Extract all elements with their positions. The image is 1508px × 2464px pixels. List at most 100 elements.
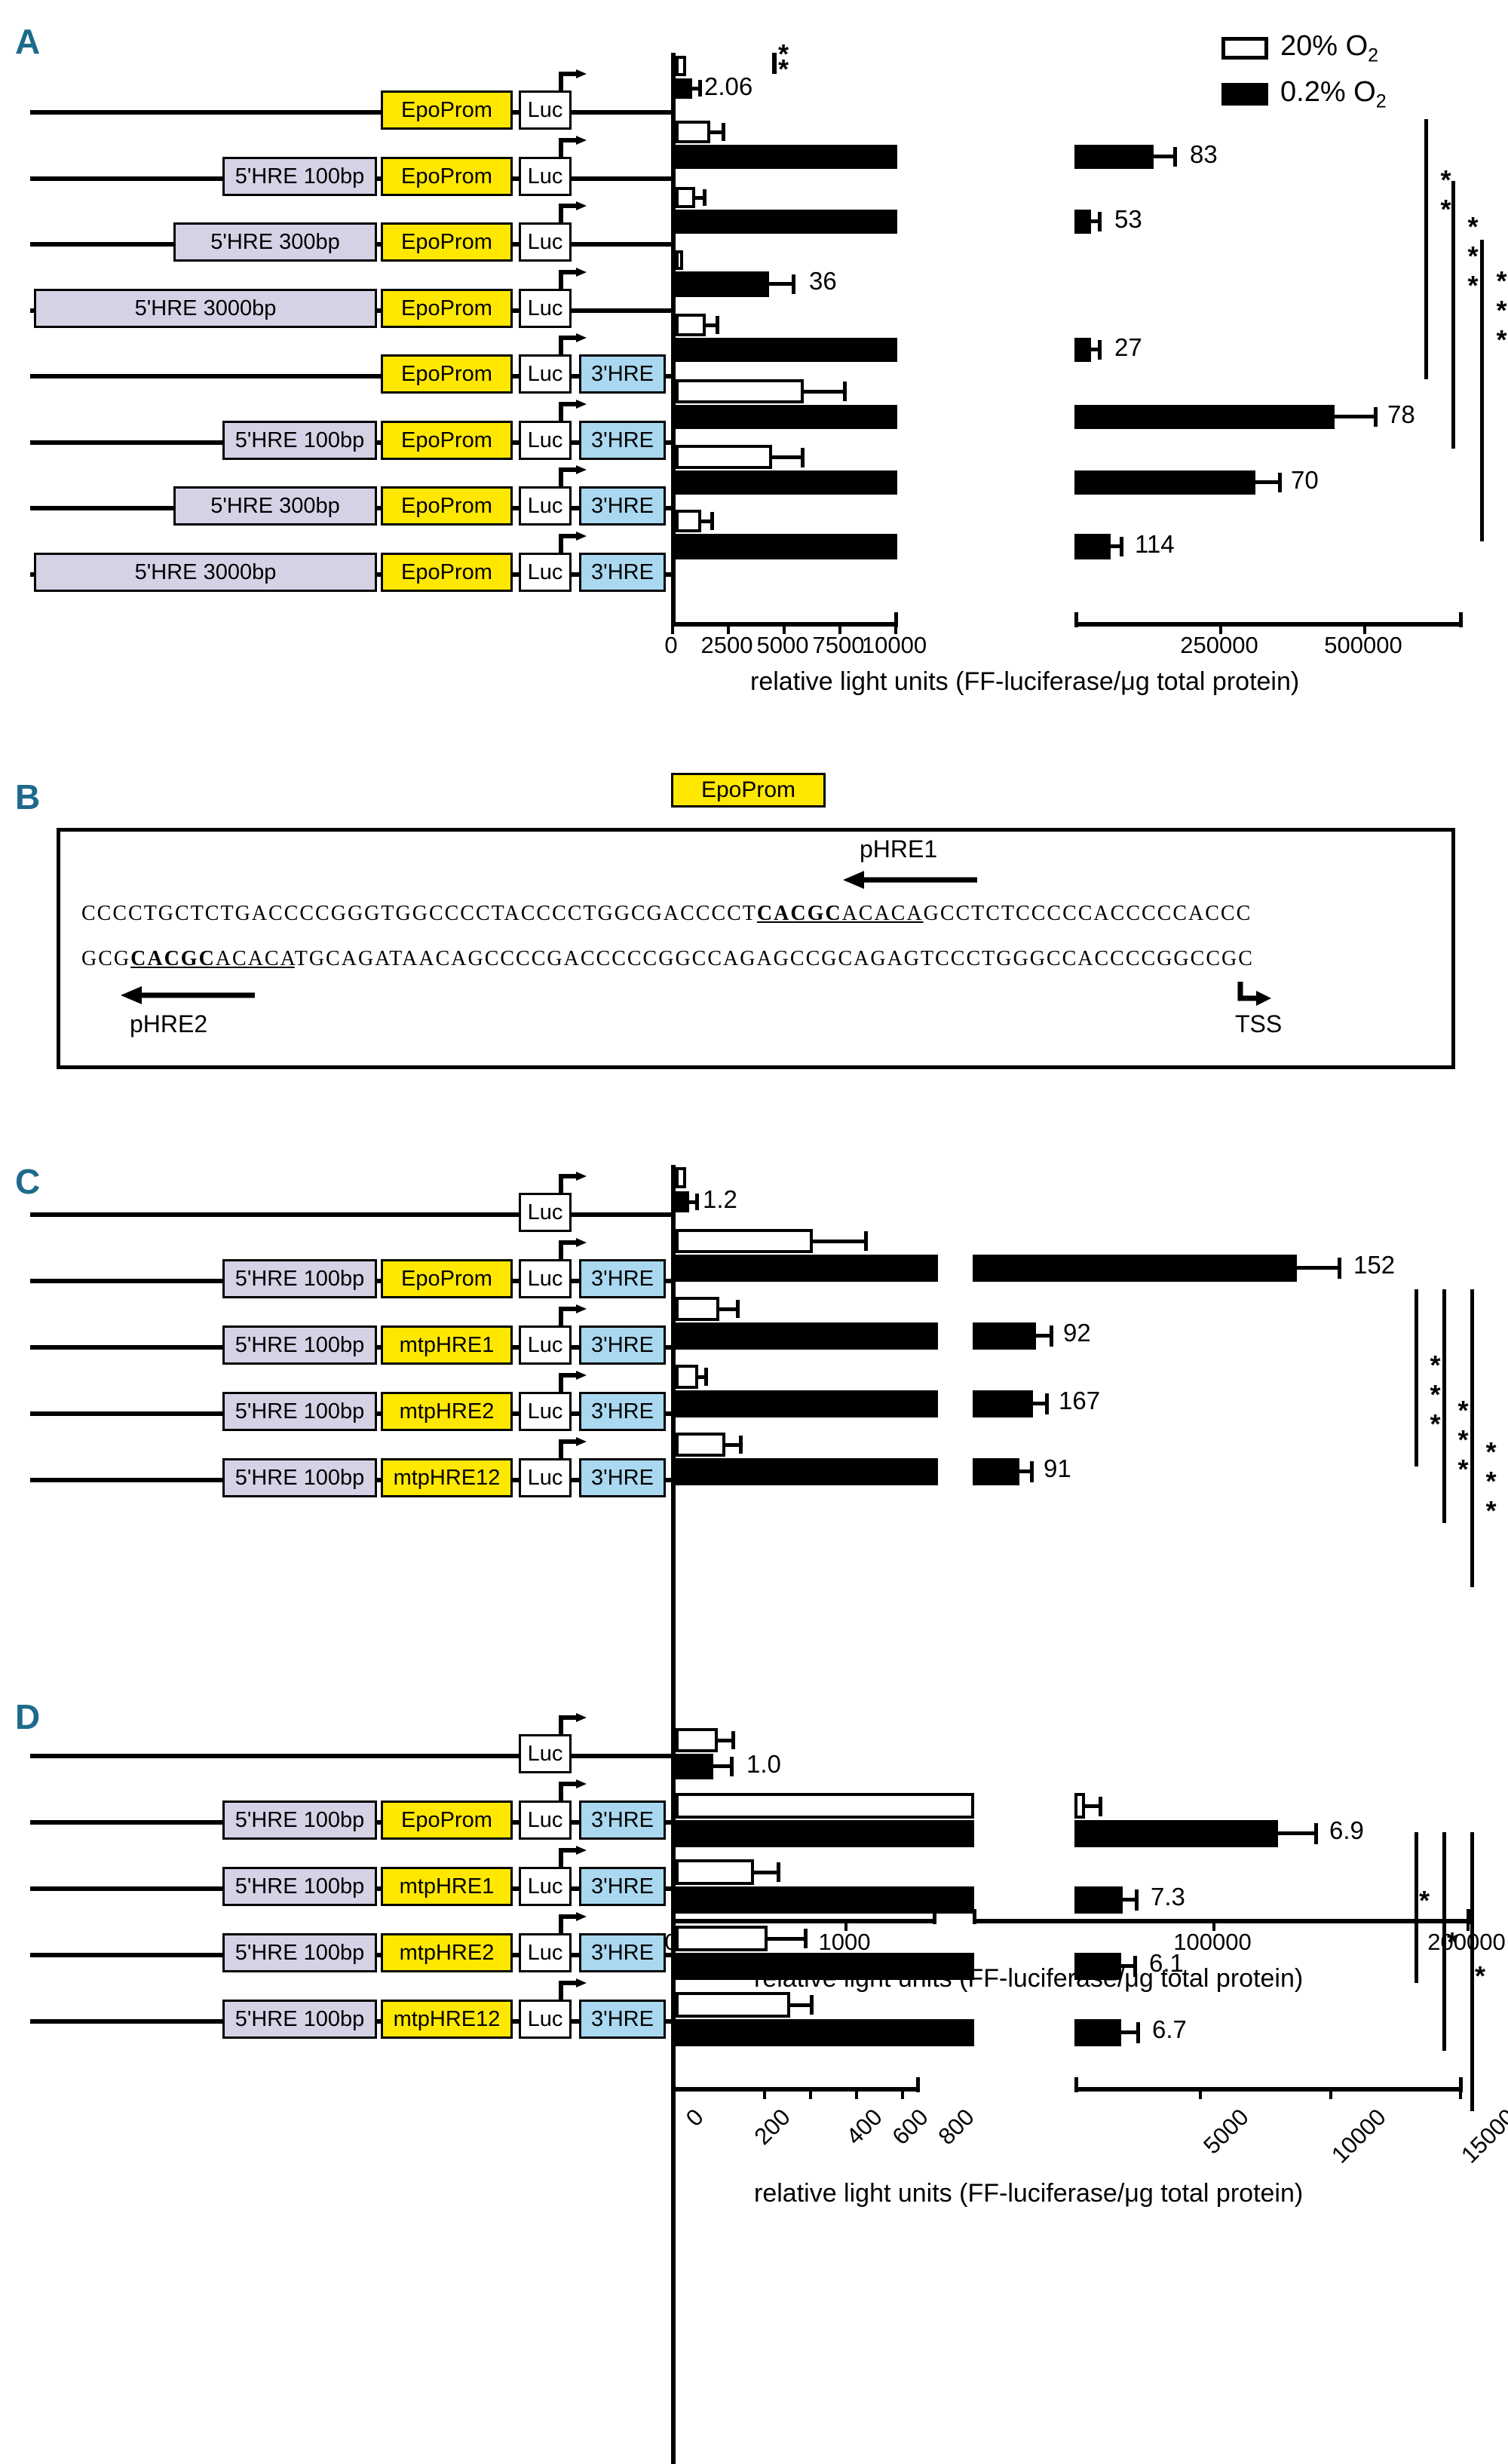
panel-letter-b: B — [15, 777, 40, 817]
construct-box: mtpHRE2 — [381, 1392, 513, 1431]
construct-box: 3'HRE — [579, 2000, 666, 2039]
bar-hypoxia-continued — [973, 1255, 1297, 1282]
bar-normoxia — [676, 121, 710, 143]
value-label: 92 — [1063, 1319, 1091, 1347]
construct-box: EpoProm — [381, 354, 513, 394]
construct-box: EpoProm — [381, 157, 513, 196]
error-cap — [695, 1194, 699, 1210]
x-tick-label: 500000 — [1324, 632, 1402, 658]
error-bar — [710, 130, 724, 134]
error-cap — [843, 382, 847, 401]
x-tick-label: 800 — [933, 2104, 979, 2150]
significance-bracket — [1415, 1289, 1418, 1466]
bar-hypoxia-continued — [1074, 1820, 1278, 1847]
error-bar — [1036, 1334, 1053, 1338]
construct-box: Luc — [519, 486, 572, 526]
axis-break-right — [1074, 2077, 1078, 2092]
x-axis-right-end — [1459, 612, 1463, 627]
bar-normoxia — [676, 250, 683, 270]
error-bar — [692, 87, 700, 90]
seq-segment: GCG — [81, 947, 131, 970]
construct-row: 5'HRE 3000bp EpoProm Luc — [30, 268, 671, 331]
bar-hypoxia — [676, 145, 897, 169]
tss-arrow-icon — [558, 1846, 588, 1868]
error-bar — [713, 1764, 733, 1768]
significance-stars: *** — [1486, 265, 1508, 354]
construct-box: 5'HRE 100bp — [222, 1259, 377, 1298]
error-bar — [1091, 219, 1100, 223]
error-bar — [1085, 1804, 1102, 1808]
construct-box: 5'HRE 100bp — [222, 157, 377, 196]
construct-box: 3'HRE — [579, 1458, 666, 1497]
error-cap — [1050, 1325, 1053, 1347]
error-cap — [1338, 1258, 1341, 1279]
error-cap — [736, 1300, 740, 1318]
bar-normoxia-continued — [1074, 1793, 1085, 1819]
significance-bracket — [1451, 181, 1455, 449]
x-axis-title: relative light units (FF-luciferase/μg t… — [750, 667, 1300, 696]
significance-stars: ** — [1430, 164, 1461, 223]
construct-box: EpoProm — [381, 1800, 513, 1840]
axis-break-left — [916, 2077, 920, 2092]
bar-hypoxia — [676, 405, 897, 429]
significance-bracket — [1470, 1289, 1474, 1587]
tss-arrow-icon — [558, 1978, 588, 2001]
bar-normoxia — [676, 1433, 725, 1457]
bar-hypoxia — [676, 1820, 974, 1847]
error-cap — [739, 1436, 743, 1454]
construct-box: EpoProm — [381, 90, 513, 130]
bar-hypoxia — [676, 210, 897, 234]
tss-arrow-icon — [558, 1912, 588, 1935]
axis-break-left — [933, 1909, 936, 1924]
construct-box: Luc — [519, 1734, 572, 1773]
sequence-panel — [57, 828, 1455, 1069]
x-tick — [1459, 2087, 1462, 2099]
construct-box: EpoProm — [381, 222, 513, 262]
error-cap — [1030, 1461, 1034, 1482]
construct-box: Luc — [519, 354, 572, 394]
error-bar — [1019, 1470, 1033, 1473]
error-cap — [810, 1995, 814, 2015]
bar-normoxia — [676, 1297, 719, 1321]
construct-row: 5'HRE 100bp mtpHRE2 Luc 3'HRE — [30, 1371, 671, 1434]
chart-panel-d: 0 200 400 600 800 5000 10000 15000 relat… — [671, 1710, 1508, 2464]
hre-motif-core: CACGC — [130, 947, 216, 970]
bar-hypoxia-continued — [1074, 534, 1111, 559]
construct-box: Luc — [519, 421, 572, 460]
construct-box: 3'HRE — [579, 1800, 666, 1840]
construct-box: Luc — [519, 1259, 572, 1298]
error-bar — [1278, 1831, 1317, 1835]
bar-normoxia — [676, 1365, 698, 1389]
error-bar — [719, 1307, 739, 1311]
error-bar — [1121, 1964, 1136, 1968]
significance-bracket — [1442, 1832, 1446, 2051]
bar-hypoxia-continued — [1074, 1886, 1123, 1914]
bar-normoxia — [676, 1992, 790, 2018]
construct-box: 3'HRE — [579, 486, 666, 526]
bar-normoxia — [676, 314, 706, 336]
construct-row: 5'HRE 100bp mtpHRE1 Luc 3'HRE — [30, 1846, 671, 1909]
x-tick — [1467, 1919, 1470, 1931]
bar-hypoxia — [676, 78, 692, 99]
construct-row: 5'HRE 100bp EpoProm Luc — [30, 136, 671, 199]
tss-arrow-icon — [558, 136, 588, 158]
construct-box: 3'HRE — [579, 1933, 666, 1972]
tss-arrow-icon — [1237, 980, 1271, 1009]
bar-hypoxia — [676, 1886, 974, 1914]
significance-stars: * — [1419, 1885, 1430, 1916]
x-tick — [763, 2087, 766, 2099]
x-tick-label: 5000 — [1198, 2104, 1254, 2159]
significance-stars: *** — [1476, 1436, 1506, 1525]
x-tick — [671, 2087, 674, 2099]
construct-row: 5'HRE 100bp mtpHRE1 Luc 3'HRE — [30, 1304, 671, 1368]
x-tick-label: 5000 — [756, 632, 809, 658]
x-tick — [844, 1919, 847, 1931]
x-axis-right — [973, 1919, 1470, 1923]
error-cap — [1099, 1797, 1102, 1816]
error-bar — [698, 1375, 707, 1379]
error-bar — [769, 282, 795, 286]
bar-hypoxia-continued — [1074, 145, 1154, 169]
construct-box: 3'HRE — [579, 354, 666, 394]
construct-box: EpoProm — [381, 421, 513, 460]
value-label: 6.7 — [1152, 2015, 1187, 2043]
